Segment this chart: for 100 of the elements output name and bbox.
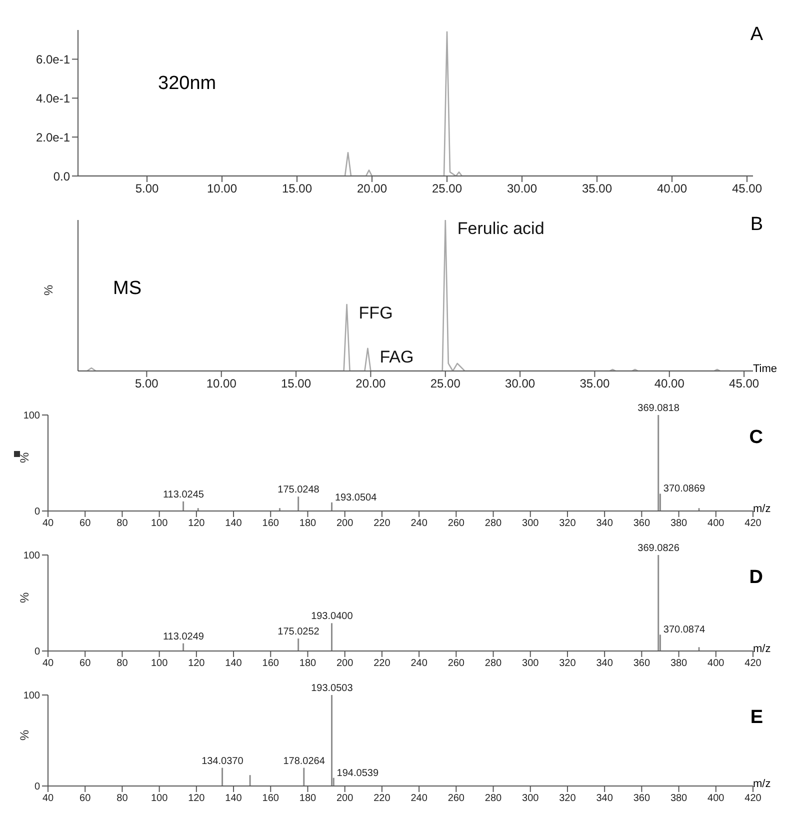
x-tick-label: 300 bbox=[522, 518, 540, 530]
x-tick-label: 35.00 bbox=[580, 376, 610, 391]
x-tick-label: 120 bbox=[188, 793, 206, 804]
x-tick-label: 45.00 bbox=[732, 182, 762, 196]
y-tick-label: 0.0 bbox=[53, 169, 70, 184]
annotation: 369.0826 bbox=[638, 543, 680, 554]
x-tick-label: 320 bbox=[559, 518, 576, 530]
y-tick-label: 100 bbox=[23, 410, 40, 422]
annotation: 194.0539 bbox=[336, 768, 379, 779]
y-axis-title: % bbox=[17, 730, 32, 740]
x-tick-label: 140 bbox=[225, 793, 242, 804]
text: C bbox=[749, 427, 763, 449]
x-tick-label: 280 bbox=[484, 793, 502, 804]
chart-title: B bbox=[750, 214, 763, 236]
x-tick-label: 30.00 bbox=[505, 376, 536, 391]
annotation: 193.0504 bbox=[334, 492, 378, 504]
y-axis-title: % bbox=[17, 592, 32, 603]
x-tick-label: 10.00 bbox=[206, 182, 238, 196]
x-tick-label: 320 bbox=[559, 793, 576, 804]
x-tick-label: 160 bbox=[262, 793, 280, 804]
x-tick-label: 340 bbox=[596, 793, 614, 804]
annotation: FFG bbox=[358, 304, 393, 323]
x-tick-label: 240 bbox=[410, 518, 428, 530]
annotation: 113.0249 bbox=[162, 631, 204, 642]
x-axis-title: Time bbox=[753, 363, 778, 375]
y-tick-label: 100 bbox=[23, 690, 40, 702]
x-tick-label: 45.00 bbox=[729, 376, 760, 391]
x-tick-label: 15.00 bbox=[281, 376, 312, 391]
x-axis-title: m/z bbox=[753, 643, 771, 655]
annotation: 370.0874 bbox=[663, 624, 706, 636]
x-tick-label: 25.00 bbox=[430, 376, 461, 391]
annotation: 178.0264 bbox=[283, 756, 326, 767]
chart-title: A bbox=[750, 24, 763, 46]
x-tick-label: 260 bbox=[448, 793, 465, 804]
x-tick-label: 220 bbox=[374, 658, 391, 670]
x-tick-label: 240 bbox=[410, 793, 428, 804]
x-tick-label: 340 bbox=[596, 658, 614, 670]
x-tick-label: 100 bbox=[150, 793, 168, 804]
x-tick-label: 260 bbox=[448, 518, 465, 530]
annotation: MS bbox=[113, 278, 142, 300]
y-tick-label: 2.0e-1 bbox=[36, 130, 70, 144]
x-tick-label: 140 bbox=[225, 658, 242, 670]
x-tick-label: 80 bbox=[116, 658, 128, 670]
x-tick-label: 400 bbox=[708, 518, 725, 530]
x-tick-label: 420 bbox=[744, 518, 762, 530]
x-tick-label: 60 bbox=[80, 658, 92, 670]
y-tick-label: 0 bbox=[34, 646, 40, 658]
annotation: 134.0370 bbox=[202, 756, 244, 767]
x-tick-label: 40.00 bbox=[654, 376, 685, 391]
x-tick-label: 5.00 bbox=[135, 376, 159, 391]
x-tick-label: 60 bbox=[80, 518, 92, 530]
x-axis-title: m/z bbox=[753, 503, 771, 515]
x-tick-label: 20.00 bbox=[356, 376, 386, 391]
x-tick-label: 40 bbox=[42, 658, 54, 670]
x-tick-label: 360 bbox=[633, 793, 650, 804]
x-tick-label: 40 bbox=[42, 518, 54, 530]
x-tick-label: 320 bbox=[559, 658, 576, 670]
y-tick-label: 4.0e-1 bbox=[36, 91, 70, 106]
x-tick-label: 40.00 bbox=[656, 182, 688, 196]
x-tick-label: 5.00 bbox=[135, 182, 159, 196]
x-tick-label: 340 bbox=[596, 518, 614, 530]
x-tick-label: 160 bbox=[262, 658, 280, 670]
x-tick-label: 280 bbox=[484, 518, 502, 530]
x-tick-label: 180 bbox=[299, 658, 317, 670]
y-axis-title: % bbox=[17, 452, 32, 463]
x-tick-label: 400 bbox=[708, 793, 725, 804]
x-tick-label: 100 bbox=[150, 518, 168, 530]
y-tick-label: 0 bbox=[34, 782, 40, 793]
x-tick-label: 260 bbox=[448, 658, 465, 670]
annotation: 113.0245 bbox=[162, 489, 204, 500]
x-tick-label: 120 bbox=[188, 658, 206, 670]
x-tick-label: 30.00 bbox=[506, 182, 538, 196]
annotation: 175.0248 bbox=[278, 484, 320, 496]
x-tick-label: 380 bbox=[670, 658, 688, 670]
x-tick-label: 220 bbox=[374, 793, 391, 804]
x-tick-label: 180 bbox=[299, 518, 317, 530]
x-tick-label: 35.00 bbox=[582, 182, 612, 196]
annotation: 193.0400 bbox=[311, 611, 354, 622]
x-tick-label: 200 bbox=[336, 658, 354, 670]
y-axis-title: % bbox=[41, 284, 56, 296]
x-tick-label: 420 bbox=[744, 658, 762, 670]
x-axis-title: m/z bbox=[753, 778, 771, 790]
y-tick-label: 6.0e-1 bbox=[36, 52, 70, 66]
x-tick-label: 240 bbox=[410, 658, 428, 670]
x-tick-label: 40 bbox=[42, 793, 54, 804]
annotation: 320nm bbox=[158, 73, 216, 95]
x-tick-label: 20.00 bbox=[356, 182, 388, 196]
x-tick-label: 25.00 bbox=[432, 182, 462, 196]
text: E bbox=[750, 707, 763, 729]
annotation: 370.0869 bbox=[663, 484, 706, 495]
x-tick-label: 220 bbox=[374, 518, 391, 530]
x-tick-label: 380 bbox=[670, 518, 688, 530]
x-tick-label: 60 bbox=[80, 793, 92, 804]
x-tick-label: 15.00 bbox=[282, 182, 312, 196]
annotation: 193.0503 bbox=[311, 683, 354, 694]
x-tick-label: 300 bbox=[522, 658, 540, 670]
x-tick-label: 360 bbox=[633, 658, 650, 670]
annotation: 369.0818 bbox=[638, 403, 680, 414]
y-tick-label: 0 bbox=[34, 506, 40, 518]
annotation: Ferulic acid bbox=[457, 219, 544, 238]
